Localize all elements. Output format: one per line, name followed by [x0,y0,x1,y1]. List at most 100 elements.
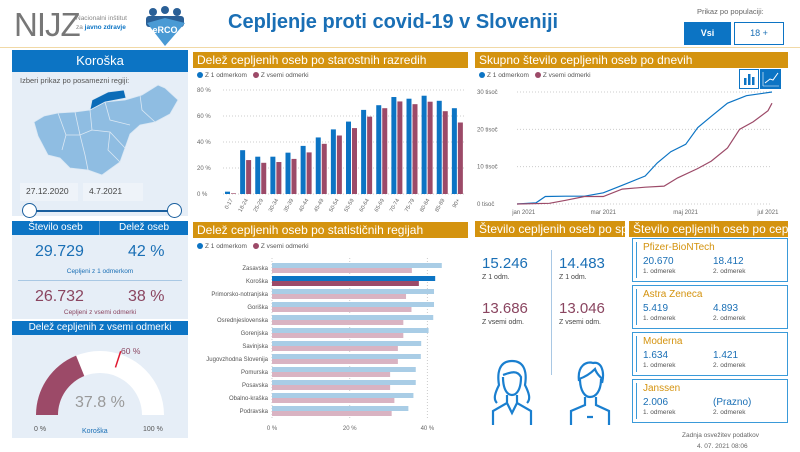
vaccine-card: Astra Zeneca 5.419 4.893 1. odmerek 2. o… [632,285,788,329]
card-accent [636,242,637,278]
bar-all [272,294,407,299]
y-tick-label: 0 % [197,192,208,198]
female-all-label: Z vsemi odm. [482,319,525,326]
vaccine-dose2-count: 4.893 [713,303,739,314]
age-bar-chart: 0 % 20 % 40 % 60 % 80 % 0-17 18-24 25-29 30-34 35… [197,88,465,213]
bar-first [272,276,436,281]
daily-chart-title: Skupno število cepljenih oseb po dnevih [475,52,788,68]
erco-text: eRCO [152,25,178,35]
y-tick-label: 60 % [197,114,211,120]
bar-all [272,346,398,351]
bar-first [272,263,442,268]
bar-first [285,152,291,194]
vaccine-dose2-count: 18.412 [713,256,744,267]
bar-first [270,156,276,194]
bar-first [272,393,414,398]
bar-all [246,160,252,194]
bar-all [442,111,448,194]
vaccine-name: Astra Zeneca [643,289,703,300]
all-dose-label: Cepljeni z vsemi odmerki [63,309,137,316]
bar-first [315,137,321,194]
x-tick-label: 65-69 [374,198,386,213]
bar-all [231,193,236,194]
bar-first [272,341,422,346]
pop-button-18plus[interactable]: 18 + [734,22,784,45]
map-borders [57,94,156,171]
bar-first [421,95,427,194]
male-first-count: 14.483 [559,255,605,272]
bar-all [272,307,412,312]
vaccine-dose1-count: 20.670 [643,256,674,267]
age-chart-legend: Z 1 odmerkom Z vsemi odmerki [197,72,309,79]
bar-all [382,108,388,194]
bar-first [225,191,230,194]
sex-title: Število cepljenih oseb po spolu [475,221,625,237]
bar-all [272,281,419,286]
bar-all [276,162,282,194]
date-slider-track[interactable] [30,210,175,212]
bar-view-button[interactable] [739,69,759,89]
bar-first [300,145,306,194]
bar-first [272,367,416,372]
daily-chart-legend: Z 1 odmerkom Z vsemi odmerki [479,72,591,79]
card-accent [636,383,637,419]
category-label: Posavska [242,383,269,389]
x-tick-label: 40 % [421,426,435,432]
y-tick-label: 0 tisoč [477,202,494,208]
gauge-target-label: 60 % [121,346,141,356]
date-slider-end-handle[interactable] [167,203,182,218]
bar-all [272,268,412,273]
dose2-label: 2. odmerek [713,409,746,416]
region-bar-chart: 0 % 20 % 40 % Zasavska Koroška Primorsko-notr… [206,258,442,432]
bar-all [272,320,404,325]
male-icon [569,361,611,425]
x-tick-label: 0 % [267,426,278,432]
pop-button-all[interactable]: Vsi [684,22,731,45]
x-tick-label: 80-84 [419,198,431,213]
female-first-count: 15.246 [482,255,528,272]
x-tick-label: 25-29 [253,198,265,213]
x-tick-label: 18-24 [238,198,250,213]
date-to[interactable]: 4.7.2021 [83,183,143,201]
bar-all [272,359,398,364]
x-tick-label: 45-49 [313,198,325,213]
legend-dot-first [197,243,203,250]
date-from[interactable]: 27.12.2020 [20,183,78,201]
first-dose-count: 29.729 [35,243,84,260]
x-tick-label: 20 % [343,426,357,432]
bar-first [272,354,421,359]
header-divider [0,47,800,48]
bar-all [272,385,391,390]
slovenia-map[interactable] [30,80,180,180]
category-label: Pomurska [241,370,269,376]
gauge-title: Delež cepljenih z vsemi odmerki [12,321,188,335]
date-slider-start-handle[interactable] [22,203,37,218]
bar-all [336,135,342,194]
card-accent [636,336,637,372]
age-chart-title: Delež cepljenih oseb po starostnih razre… [193,52,468,68]
line-view-button[interactable] [760,69,781,89]
female-first-label: Z 1 odm. [482,274,510,281]
category-label: Osrednjeslovenska [217,318,269,324]
category-label: Podravska [240,409,269,415]
page-title: Cepljenje proti covid-19 v Sloveniji [228,11,559,33]
bar-first [451,108,457,194]
all-dose-count: 26.732 [35,288,84,305]
logo-subtitle: Nacionalni inštitut za javno zdravje [76,15,127,31]
vaccine-dose1-count: 1.634 [643,350,669,361]
bar-first [272,289,435,294]
female-all-count: 13.686 [482,300,528,317]
x-tick-label: 40-44 [298,198,310,213]
bar-all [397,101,403,194]
vaccine-title: Število cepljenih oseb po cepivu [629,221,788,237]
x-tick-label: 0-17 [224,198,235,211]
card-accent [636,289,637,325]
category-label: Gorenjska [241,331,269,337]
female-icon [491,359,533,425]
gauge-chart [36,351,164,415]
x-tick-label: jul 2021 [756,210,779,216]
first-dose-pct: 42 % [128,243,165,260]
last-update-date: 4. 07. 2021 08:06 [697,443,748,450]
y-tick-label: 30 tisoč [477,90,498,96]
gauge-region-label: Koroška [82,428,108,435]
